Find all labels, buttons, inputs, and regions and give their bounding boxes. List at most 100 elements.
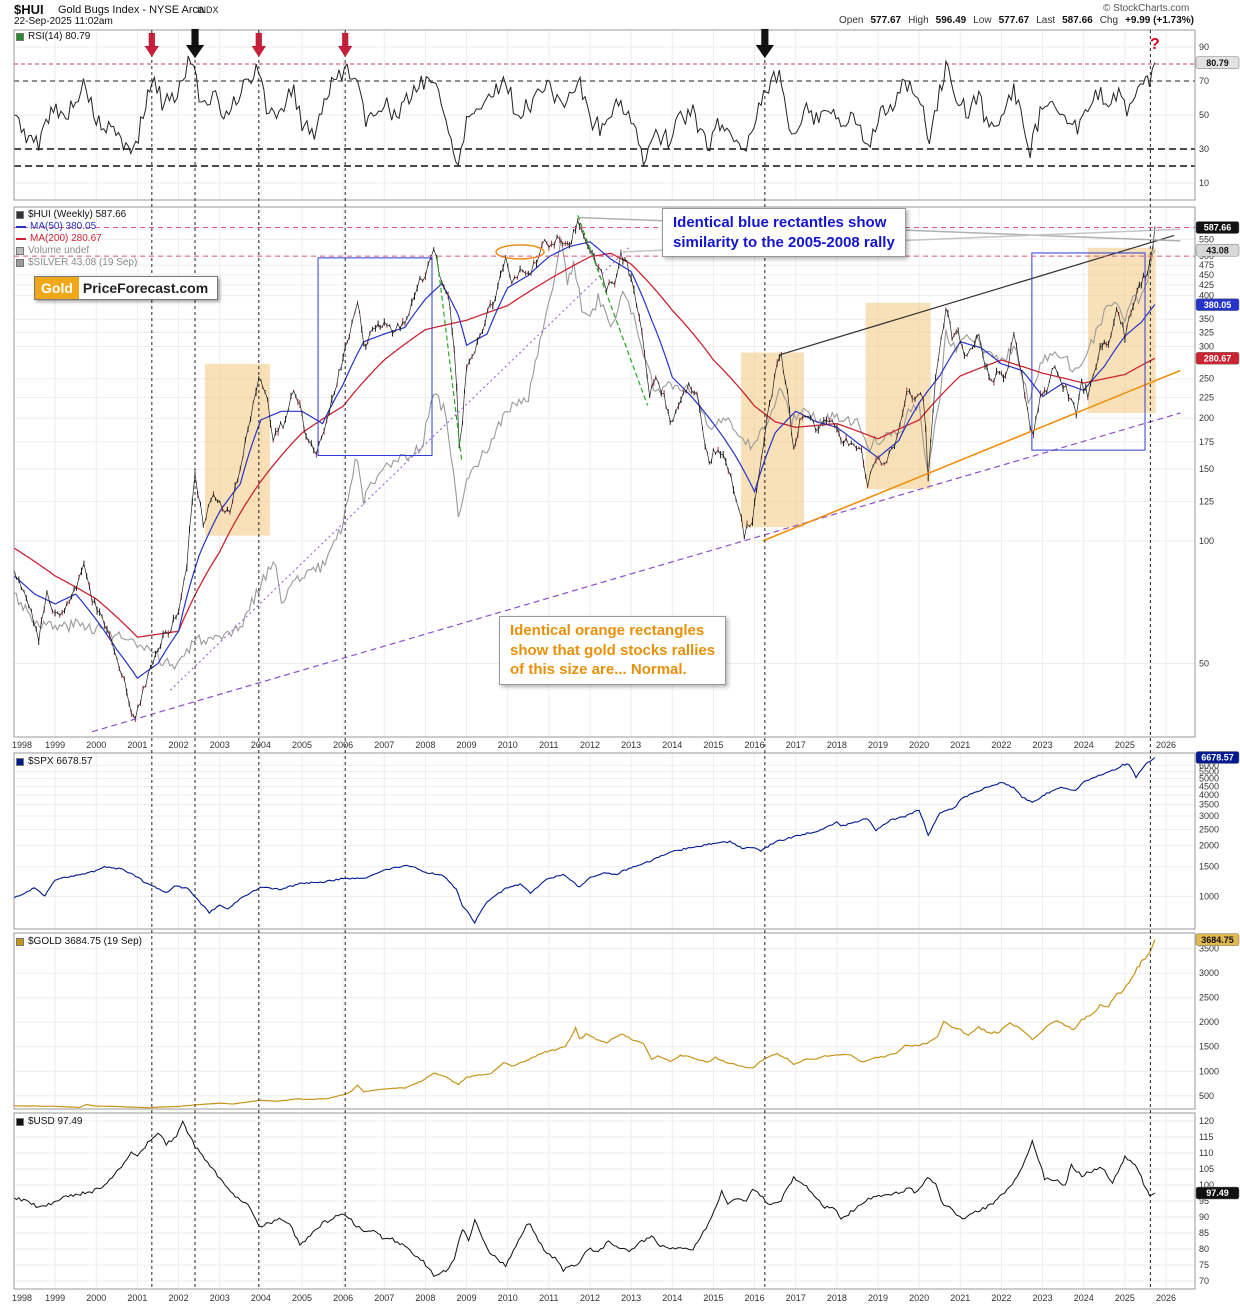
- volume-icon: [16, 246, 24, 255]
- svg-text:250: 250: [1199, 374, 1214, 384]
- svg-text:70: 70: [1199, 1276, 1209, 1286]
- svg-text:2023: 2023: [1033, 1293, 1053, 1303]
- orange-rectangles-note: Identical orange rectangles show that go…: [499, 616, 727, 685]
- open-value: 577.67: [870, 15, 902, 26]
- highlight-rect: [204, 363, 270, 536]
- trend-line: [779, 234, 1175, 356]
- svg-text:6678.57: 6678.57: [1201, 753, 1234, 763]
- goldpriceforecast-logo: Gold PriceForecast.com: [34, 276, 219, 300]
- svg-text:75: 75: [1199, 1260, 1209, 1270]
- svg-text:2023: 2023: [1033, 740, 1053, 750]
- svg-text:500: 500: [1199, 1091, 1214, 1101]
- svg-text:587.66: 587.66: [1204, 223, 1232, 233]
- orange-note-line2: show that gold stocks rallies: [510, 641, 716, 659]
- svg-text:2001: 2001: [127, 1293, 147, 1303]
- gold-legend: $GOLD 3684.75 (19 Sep): [16, 936, 142, 947]
- silver-line: [13, 238, 1156, 671]
- hui-panel-border: [13, 206, 1196, 738]
- silver-icon: [16, 258, 24, 267]
- hui-legend: $HUI (Weekly) 587.66: [16, 209, 126, 220]
- spx-legend: $SPX 6678.57: [16, 756, 93, 767]
- signal-arrow: [755, 28, 775, 59]
- high-label: High: [908, 15, 929, 26]
- svg-text:1999: 1999: [45, 740, 65, 750]
- svg-text:2007: 2007: [374, 1293, 394, 1303]
- quote-line: Open 577.67 High 596.49 Low 577.67 Last 587.…: [839, 15, 1194, 26]
- svg-text:325: 325: [1199, 327, 1214, 337]
- blue-rectangles-note: Identical blue rectantles show similarit…: [662, 208, 906, 257]
- svg-text:2021: 2021: [950, 1293, 970, 1303]
- svg-text:2025: 2025: [1115, 1293, 1135, 1303]
- svg-text:380.05: 380.05: [1204, 300, 1232, 310]
- svg-text:3684.75: 3684.75: [1201, 935, 1234, 945]
- svg-text:97.49: 97.49: [1206, 1188, 1229, 1198]
- svg-text:2004: 2004: [251, 1293, 271, 1303]
- svg-text:300: 300: [1199, 341, 1214, 351]
- trend-line: [577, 215, 649, 406]
- svg-text:2003: 2003: [210, 1293, 230, 1303]
- svg-text:2026: 2026: [1156, 1293, 1176, 1303]
- svg-text:50: 50: [1199, 110, 1209, 120]
- svg-text:2000: 2000: [86, 1293, 106, 1303]
- svg-text:350: 350: [1199, 314, 1214, 324]
- svg-text:100: 100: [1199, 536, 1214, 546]
- last-value: 587.66: [1062, 15, 1093, 26]
- ma50-line: [13, 241, 1156, 680]
- svg-text:175: 175: [1199, 437, 1214, 447]
- svg-text:2500: 2500: [1199, 824, 1219, 834]
- svg-text:2004: 2004: [251, 740, 271, 750]
- logo-part2: PriceForecast.com: [78, 277, 218, 299]
- svg-text:5500: 5500: [1199, 767, 1219, 777]
- comparison-rect: [317, 257, 433, 457]
- svg-text:2021: 2021: [950, 740, 970, 750]
- svg-text:475: 475: [1199, 260, 1214, 270]
- volume-legend-label: Volume undef: [28, 245, 90, 256]
- svg-text:3500: 3500: [1199, 944, 1219, 954]
- svg-text:90: 90: [1199, 1212, 1209, 1222]
- symbol-exchange: INDX: [197, 5, 219, 15]
- svg-text:6000: 6000: [1199, 760, 1219, 770]
- svg-text:2012: 2012: [580, 1293, 600, 1303]
- symbol-name: Gold Bugs Index - NYSE Arca: [58, 4, 205, 16]
- chart-datetime: 22-Sep-2025 11:02am: [14, 16, 113, 27]
- ma50-icon: [16, 225, 26, 228]
- silver-legend: $SILVER 43.08 (19 Sep): [16, 257, 137, 268]
- low-label: Low: [973, 15, 992, 26]
- svg-text:200: 200: [1199, 413, 1214, 423]
- copyright: © StockCharts.com: [1103, 3, 1190, 14]
- svg-text:4000: 4000: [1199, 790, 1219, 800]
- orange-note-line1: Identical orange rectangles: [510, 622, 705, 639]
- usd-legend: $USD 97.49: [16, 1116, 82, 1127]
- svg-text:90: 90: [1199, 42, 1209, 52]
- svg-text:2022: 2022: [991, 1293, 1011, 1303]
- svg-text:2017: 2017: [786, 1293, 806, 1303]
- svg-text:2003: 2003: [210, 740, 230, 750]
- svg-text:425: 425: [1199, 280, 1214, 290]
- svg-text:5000: 5000: [1199, 774, 1219, 784]
- ma50-legend: MA(50) 380.05: [16, 221, 96, 232]
- svg-text:2007: 2007: [374, 740, 394, 750]
- chg-label: Chg: [1099, 15, 1119, 26]
- svg-text:450: 450: [1199, 270, 1214, 280]
- rsi-icon: [16, 32, 24, 41]
- signal-arrow: [185, 28, 205, 59]
- high-value: 596.49: [935, 15, 967, 26]
- svg-text:225: 225: [1199, 392, 1214, 402]
- svg-text:2013: 2013: [621, 740, 641, 750]
- svg-text:2022: 2022: [991, 740, 1011, 750]
- svg-text:2005: 2005: [292, 1293, 312, 1303]
- low-value: 577.67: [998, 15, 1030, 26]
- svg-text:3000: 3000: [1199, 811, 1219, 821]
- svg-text:2013: 2013: [621, 1293, 641, 1303]
- svg-text:2002: 2002: [169, 740, 189, 750]
- svg-text:2019: 2019: [868, 740, 888, 750]
- spx-price-badge: [1195, 751, 1240, 764]
- orange-note-line3: of this size are... Normal.: [510, 661, 687, 678]
- svg-text:3500: 3500: [1199, 800, 1219, 810]
- comparison-rect: [1031, 252, 1146, 451]
- svg-text:2010: 2010: [498, 1293, 518, 1303]
- trend-line: [436, 256, 463, 461]
- svg-text:2009: 2009: [457, 740, 477, 750]
- hui-icon: [16, 210, 24, 219]
- rsi-panel-border: [13, 29, 1196, 201]
